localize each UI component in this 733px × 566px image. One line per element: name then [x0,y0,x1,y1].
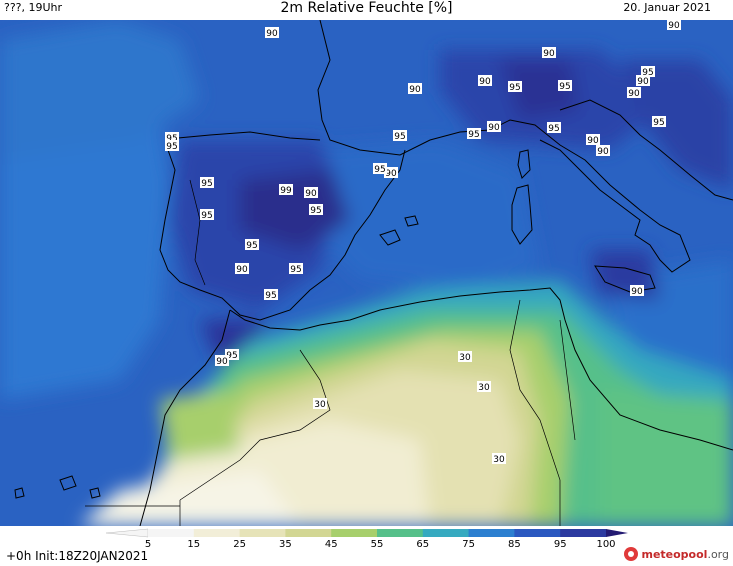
map-canvas: 90 90 90 90 95 95 90 95 95 90 95 95 90 9… [0,20,733,526]
contour-label: 95 [246,241,257,251]
contour-label: 95 [166,142,177,152]
legend-swatch [193,529,241,537]
legend-tick-label: 45 [325,539,338,548]
legend-tick-label: 100 [596,539,615,548]
contour-label: 95 [310,206,321,216]
legend-swatch [422,529,470,537]
map-date: 20. Januar 2021 [623,1,711,14]
legend-tick-label: 25 [233,539,246,548]
contour-label: 30 [314,400,326,410]
contour-label: 95 [653,118,664,128]
contour-label: 95 [201,179,212,189]
logo-icon [624,547,639,561]
humidity-map[interactable]: 90 90 90 90 95 95 90 95 95 90 95 95 90 9… [0,20,733,526]
run-time: ???, 19Uhr [4,1,63,14]
humidity-field [0,20,733,526]
contour-label: 95 [265,291,276,301]
borders [85,179,576,526]
header: ???, 19Uhr 2m Relative Feuchte [%] 20. J… [0,0,733,20]
contour-label: 95 [166,134,177,144]
contour-label: 90 [479,77,491,87]
contour-label: 95 [468,130,479,140]
contour-label: 95 [374,165,385,175]
legend-tick-label: 65 [416,539,429,548]
contour-label: 30 [493,455,505,465]
contour-labels: 90 90 90 90 95 95 90 95 95 90 95 95 90 9… [165,20,681,465]
meteopool-logo[interactable]: meteopool.org [624,544,729,564]
contour-label: 90 [305,189,317,199]
contour-label: 90 [637,77,649,87]
legend-arrow-left [105,528,149,538]
legend-tick-label: 95 [554,539,567,548]
contour-label: 95 [509,83,520,93]
contour-label: 90 [385,169,397,179]
legend-swatch [285,529,332,537]
contour-label: 90 [216,357,228,367]
contour-label: 90 [668,21,680,31]
contour-label: 90 [587,136,599,146]
contour-label: 99 [280,186,292,196]
legend-swatch [239,529,286,537]
legend-tick-label: 35 [279,539,292,548]
contour-label: 90 [488,123,500,133]
contour-label: 95 [290,265,301,275]
legend-arrow-right [606,529,628,537]
legend-tick-label: 5 [145,539,151,548]
legend-swatch [560,529,607,537]
legend-tick-label: 85 [508,539,521,548]
map-title: 2m Relative Feuchte [%] [280,0,453,16]
legend-swatch [148,529,195,537]
contour-label: 95 [559,82,570,92]
contour-label: 30 [459,353,471,363]
logo-suffix: .org [707,547,729,561]
init-time: +0h Init:18Z20JAN2021 [6,549,149,563]
footer: 5 15 25 35 45 55 65 75 85 95 100 +0h Init:18Z20JAN… [0,526,733,566]
legend-swatch [468,529,515,537]
contour-label: 90 [266,29,278,39]
contour-label: 95 [642,68,653,78]
legend-tick-label: 15 [187,539,200,548]
legend-swatch [331,529,378,537]
legend-tick-label: 55 [371,539,384,548]
legend-tick-label: 75 [462,539,475,548]
contour-label: 90 [543,49,555,59]
contour-label: 95 [548,124,559,134]
contour-label: 90 [597,147,609,157]
contour-label: 90 [409,85,421,95]
logo-brand: meteopool [641,547,708,561]
legend-swatch [377,529,424,537]
contour-label: 90 [631,287,643,297]
color-legend: 5 15 25 35 45 55 65 75 85 95 100 [105,528,628,548]
legend-swatch [514,529,561,537]
contour-label: 95 [226,351,237,361]
contour-label: 90 [628,89,640,99]
contour-label: 95 [394,132,405,142]
contour-label: 90 [236,265,248,275]
contour-label: 30 [478,383,490,393]
contour-label: 95 [201,211,212,221]
